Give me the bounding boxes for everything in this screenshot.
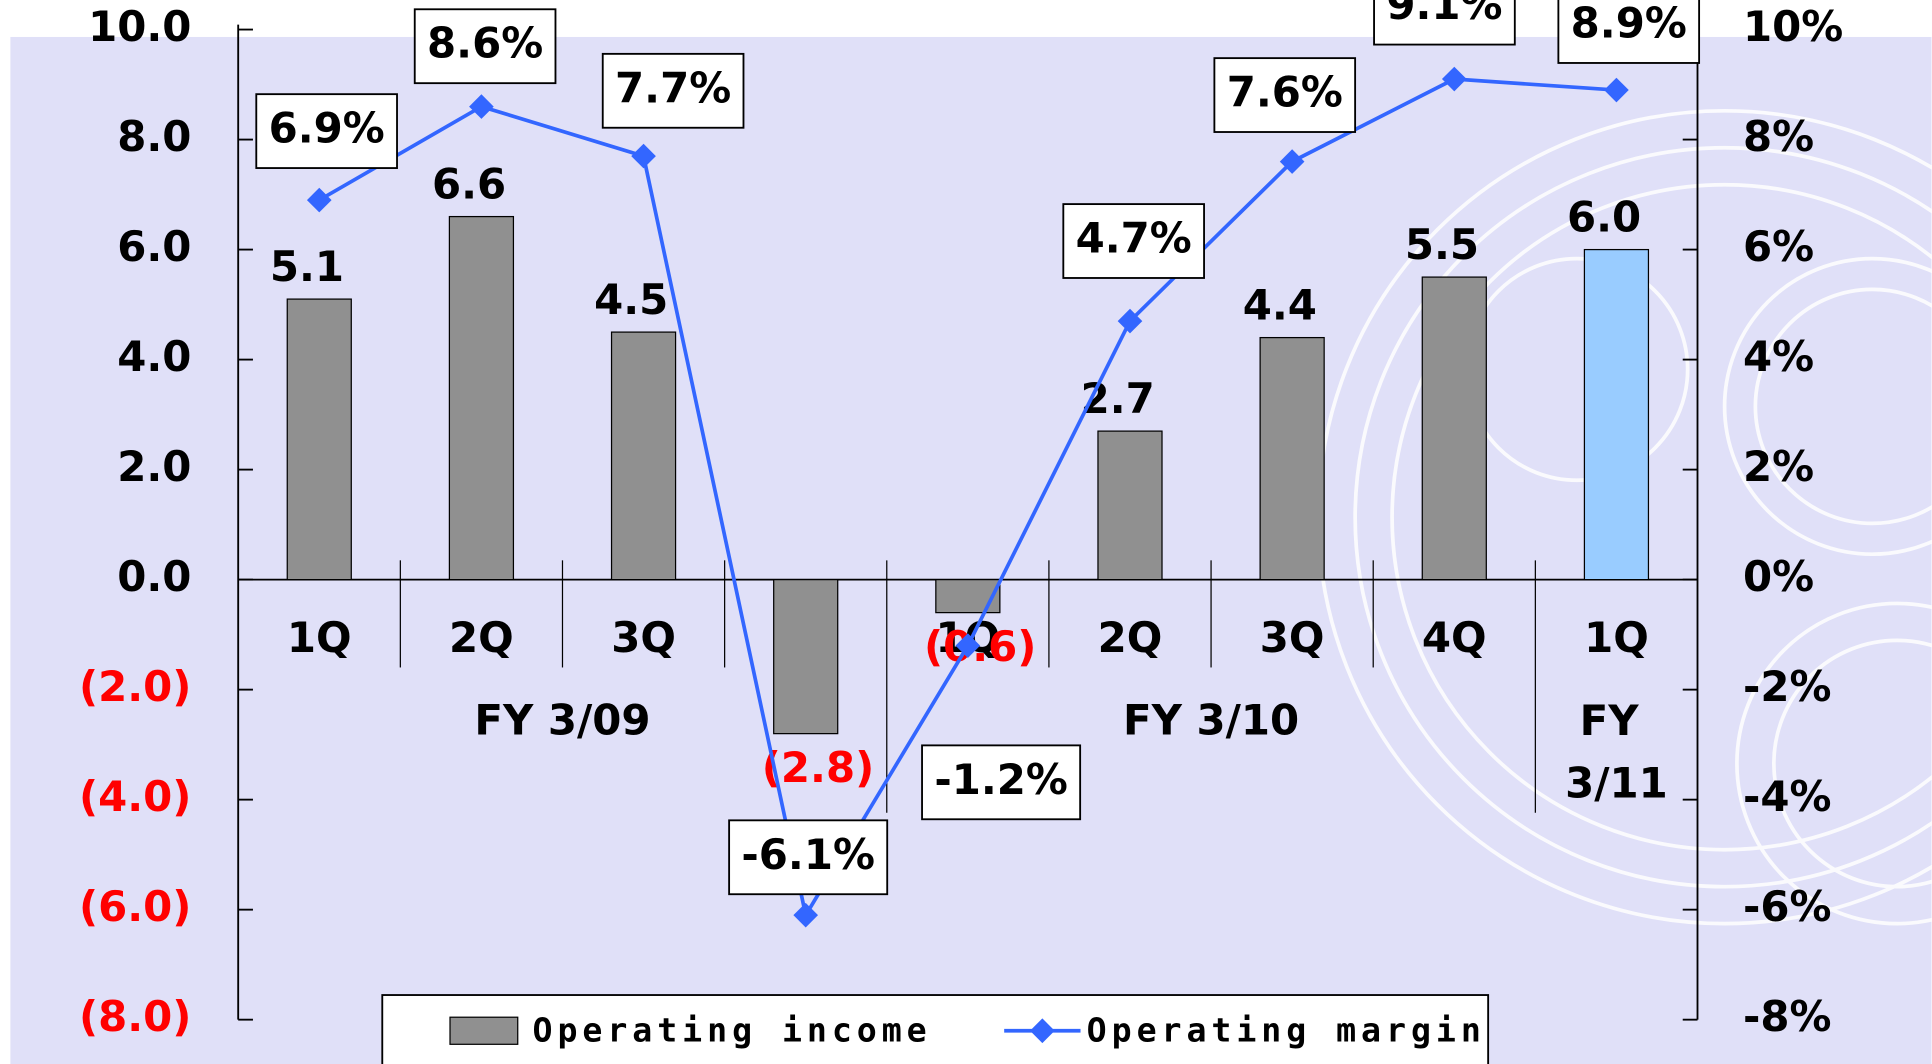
y2-tick-label: 8% bbox=[1743, 112, 1814, 161]
group-label-line: FY bbox=[1580, 695, 1653, 744]
x-tick-label: 1Q bbox=[1584, 613, 1649, 662]
y-tick-label: 10.0 bbox=[88, 2, 191, 51]
y2-tick-label: -4% bbox=[1743, 772, 1831, 821]
bar bbox=[936, 580, 1000, 613]
bar bbox=[1584, 250, 1648, 580]
y2-tick-label: -2% bbox=[1743, 662, 1831, 711]
group-label-line: 3/11 bbox=[1565, 758, 1668, 807]
page: (8.0) (6.0) (4.0) (2.0) 0.0 2.0 4.0 6.0 8.0 10.0 -… bbox=[0, 0, 1932, 1064]
y-tick-label: 0.0 bbox=[117, 552, 191, 601]
y-tick-label: 6.0 bbox=[117, 222, 191, 271]
bar bbox=[1422, 277, 1486, 580]
line-value-label: -6.1% bbox=[741, 830, 874, 879]
bar-value-label: 6.6 bbox=[432, 160, 506, 209]
y-tick-label: (6.0) bbox=[79, 882, 191, 931]
y-tick-label: (2.0) bbox=[79, 662, 191, 711]
bar-value-label: (0.6) bbox=[924, 622, 1036, 671]
bar bbox=[612, 332, 676, 580]
x-tick-label: 1Q bbox=[287, 613, 352, 662]
line-value-label: 7.7% bbox=[615, 63, 731, 112]
group-label: FY 3/10 bbox=[1123, 695, 1299, 744]
x-tick-label: 3Q bbox=[611, 613, 676, 662]
legend: Operating income Operating margin bbox=[382, 995, 1488, 1064]
y2-tick-label: -8% bbox=[1743, 992, 1831, 1041]
y2-tick-label: -6% bbox=[1743, 882, 1831, 931]
y-tick-label: 8.0 bbox=[117, 112, 191, 161]
group-label: FY 3/09 bbox=[474, 695, 650, 744]
y-tick-label: (8.0) bbox=[79, 992, 191, 1041]
y2-tick-label: 2% bbox=[1743, 442, 1814, 491]
legend-label: Operating margin bbox=[1087, 1010, 1486, 1049]
line-value-label: 7.6% bbox=[1227, 68, 1343, 117]
line-value-label: 8.6% bbox=[427, 19, 543, 68]
y2-tick-label: 10% bbox=[1743, 2, 1843, 51]
line-value-label: 9.1% bbox=[1386, 0, 1502, 29]
bar-value-label: 4.5 bbox=[594, 275, 668, 324]
x-tick-label: 4Q bbox=[1422, 613, 1487, 662]
y-tick-label: (4.0) bbox=[79, 772, 191, 821]
y2-tick-label: 6% bbox=[1743, 222, 1814, 271]
line-value-label: 6.9% bbox=[269, 104, 385, 153]
line-value-label: 8.9% bbox=[1571, 0, 1687, 48]
bar bbox=[287, 299, 351, 580]
line-value-label: -1.2% bbox=[934, 755, 1067, 804]
x-tick-label: 2Q bbox=[449, 613, 514, 662]
y2-tick-label: 4% bbox=[1743, 332, 1814, 381]
bar-value-label: 5.5 bbox=[1405, 220, 1479, 269]
chart: (8.0) (6.0) (4.0) (2.0) 0.0 2.0 4.0 6.0 8.0 10.0 -… bbox=[0, 0, 1932, 1064]
bar bbox=[774, 580, 838, 734]
legend-swatch bbox=[450, 1017, 518, 1044]
x-tick-label: 3Q bbox=[1260, 613, 1325, 662]
y-tick-label: 2.0 bbox=[117, 442, 191, 491]
y2-tick-label: 0% bbox=[1743, 552, 1814, 601]
bar-value-label: 6.0 bbox=[1567, 193, 1641, 242]
x-tick-label: 2Q bbox=[1098, 613, 1163, 662]
bar bbox=[1260, 338, 1324, 580]
bar bbox=[1098, 431, 1162, 580]
bar bbox=[449, 217, 513, 580]
legend-label: Operating income bbox=[533, 1010, 932, 1049]
bar-value-label: 5.1 bbox=[270, 242, 344, 291]
line-value-label: 4.7% bbox=[1076, 214, 1192, 263]
y-tick-label: 4.0 bbox=[117, 332, 191, 381]
bar-value-label: 4.4 bbox=[1243, 281, 1317, 330]
